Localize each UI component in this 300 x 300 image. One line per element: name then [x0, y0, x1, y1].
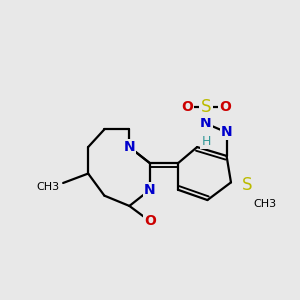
Text: O: O	[144, 214, 156, 228]
Text: S: S	[242, 176, 252, 194]
Text: S: S	[201, 98, 211, 116]
Text: N: N	[221, 125, 232, 139]
Text: CH3: CH3	[253, 200, 276, 209]
Text: CH3: CH3	[37, 182, 60, 192]
Text: O: O	[181, 100, 193, 114]
Text: N: N	[200, 116, 212, 130]
Text: N: N	[144, 183, 156, 197]
Text: H: H	[201, 135, 211, 148]
Text: O: O	[219, 100, 231, 114]
Text: N: N	[124, 140, 135, 154]
